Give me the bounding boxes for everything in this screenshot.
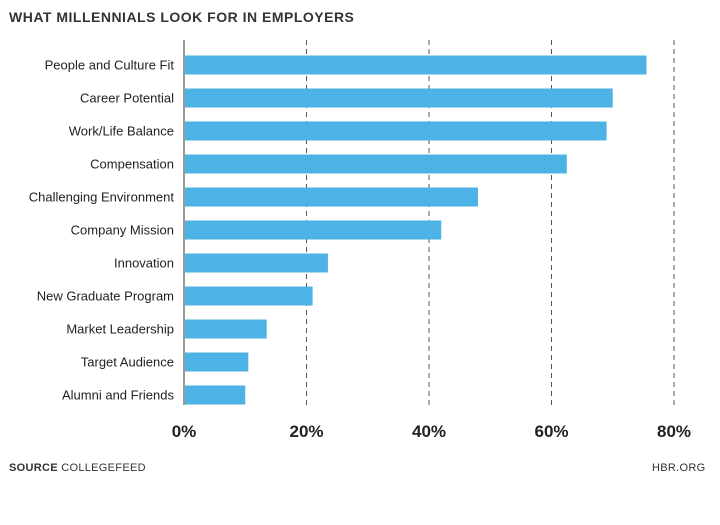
chart-title: WHAT MILLENNIALS LOOK FOR IN EMPLOYERS	[9, 9, 355, 25]
bar	[185, 154, 567, 174]
x-tick-label: 40%	[412, 422, 446, 441]
x-tick-label: 0%	[172, 422, 197, 441]
bar	[185, 88, 613, 108]
category-label: Target Audience	[81, 355, 174, 370]
category-label: Work/Life Balance	[69, 124, 174, 139]
bar	[185, 55, 647, 75]
source-note: SOURCE COLLEGEFEED	[9, 462, 146, 474]
bar	[185, 319, 267, 339]
bar	[185, 121, 607, 141]
category-label: Challenging Environment	[29, 190, 175, 205]
category-label: Company Mission	[71, 223, 174, 238]
bar	[185, 187, 478, 207]
category-label: Market Leadership	[66, 322, 174, 337]
bar	[185, 253, 328, 273]
x-tick-label: 80%	[657, 422, 691, 441]
source-label: SOURCE	[9, 462, 58, 474]
category-label: Alumni and Friends	[62, 388, 174, 403]
bars	[185, 55, 647, 405]
source-value: COLLEGEFEED	[61, 462, 146, 474]
category-label: New Graduate Program	[37, 289, 174, 304]
category-label: Innovation	[114, 256, 174, 271]
bar	[185, 352, 249, 372]
bar	[185, 220, 442, 240]
x-tick-label: 60%	[534, 422, 568, 441]
category-labels: People and Culture Fit Career Potential Wo…	[29, 58, 175, 403]
category-label: Compensation	[90, 157, 174, 172]
bar	[185, 286, 313, 306]
x-tick-labels: 0% 20% 40% 60% 80%	[172, 422, 691, 441]
category-label: People and Culture Fit	[45, 58, 175, 73]
category-label: Career Potential	[80, 91, 174, 106]
publisher-note: HBR.ORG	[652, 462, 706, 474]
bar	[185, 385, 246, 405]
x-tick-label: 20%	[289, 422, 323, 441]
